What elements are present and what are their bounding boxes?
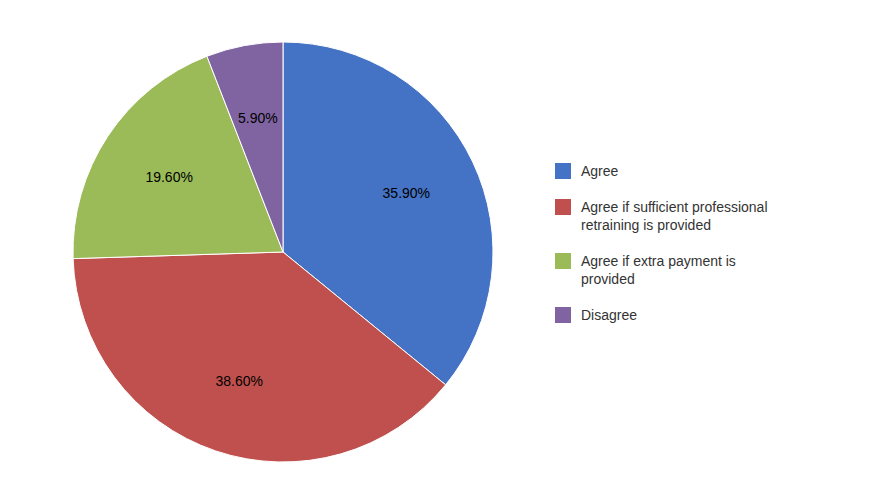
html-text:Agree if extra payment is: Agree if extra payment is bbox=[581, 253, 736, 269]
svg-text:35.90%: 35.90% bbox=[383, 185, 430, 201]
html-text:retraining is provided: retraining is provided bbox=[581, 217, 711, 233]
svg-text:19.60%: 19.60% bbox=[145, 169, 192, 185]
html-text:Agree if sufficient profession: Agree if sufficient professional bbox=[581, 199, 768, 215]
html-text:provided: provided bbox=[581, 271, 635, 287]
svg-text:38.60%: 38.60% bbox=[215, 373, 262, 389]
svg-text:5.90%: 5.90% bbox=[238, 110, 278, 126]
html-text:Disagree: Disagree bbox=[581, 307, 637, 323]
html-text:Agree: Agree bbox=[581, 163, 619, 179]
